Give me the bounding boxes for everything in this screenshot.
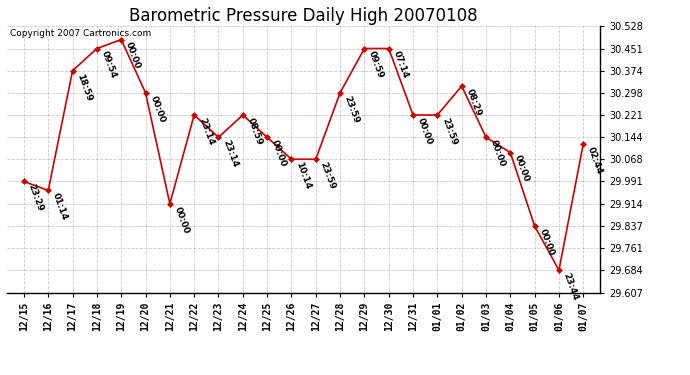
Text: 23:29: 23:29 bbox=[27, 183, 45, 213]
Text: 02:44: 02:44 bbox=[586, 145, 604, 176]
Text: 00:00: 00:00 bbox=[513, 154, 531, 183]
Text: 00:00: 00:00 bbox=[148, 94, 166, 124]
Text: 10:14: 10:14 bbox=[294, 160, 313, 190]
Text: 18:59: 18:59 bbox=[75, 72, 94, 102]
Text: 00:00: 00:00 bbox=[416, 116, 434, 146]
Text: 00:00: 00:00 bbox=[538, 227, 555, 257]
Text: Copyright 2007 Cartronics.com: Copyright 2007 Cartronics.com bbox=[10, 29, 151, 38]
Text: 01:14: 01:14 bbox=[51, 192, 69, 222]
Title: Barometric Pressure Daily High 20070108: Barometric Pressure Daily High 20070108 bbox=[129, 7, 478, 25]
Text: 07:14: 07:14 bbox=[391, 50, 410, 80]
Text: 23:59: 23:59 bbox=[343, 94, 361, 124]
Text: 23:14: 23:14 bbox=[197, 116, 215, 147]
Text: 00:00: 00:00 bbox=[124, 41, 142, 70]
Text: 09:59: 09:59 bbox=[367, 50, 386, 80]
Text: 00:00: 00:00 bbox=[172, 205, 190, 235]
Text: 08:29: 08:29 bbox=[464, 87, 483, 117]
Text: 23:14: 23:14 bbox=[221, 139, 239, 169]
Text: 23:59: 23:59 bbox=[440, 116, 458, 147]
Text: 23:44: 23:44 bbox=[562, 272, 580, 302]
Text: 00:00: 00:00 bbox=[270, 139, 288, 168]
Text: 08:59: 08:59 bbox=[246, 116, 264, 146]
Text: 00:00: 00:00 bbox=[489, 139, 507, 168]
Text: 09:54: 09:54 bbox=[99, 50, 118, 80]
Text: 23:59: 23:59 bbox=[319, 160, 337, 191]
